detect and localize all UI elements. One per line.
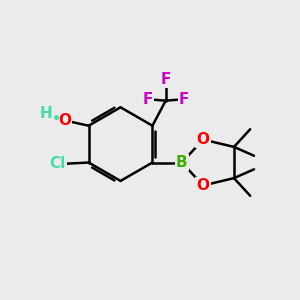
Text: Cl: Cl	[50, 157, 66, 172]
Text: O: O	[58, 113, 71, 128]
Text: B: B	[176, 155, 188, 170]
Text: F: F	[160, 72, 171, 87]
Text: F: F	[142, 92, 153, 107]
Text: F: F	[179, 92, 189, 107]
Text: O: O	[196, 132, 210, 147]
Text: H: H	[40, 106, 53, 122]
Text: O: O	[196, 178, 210, 193]
